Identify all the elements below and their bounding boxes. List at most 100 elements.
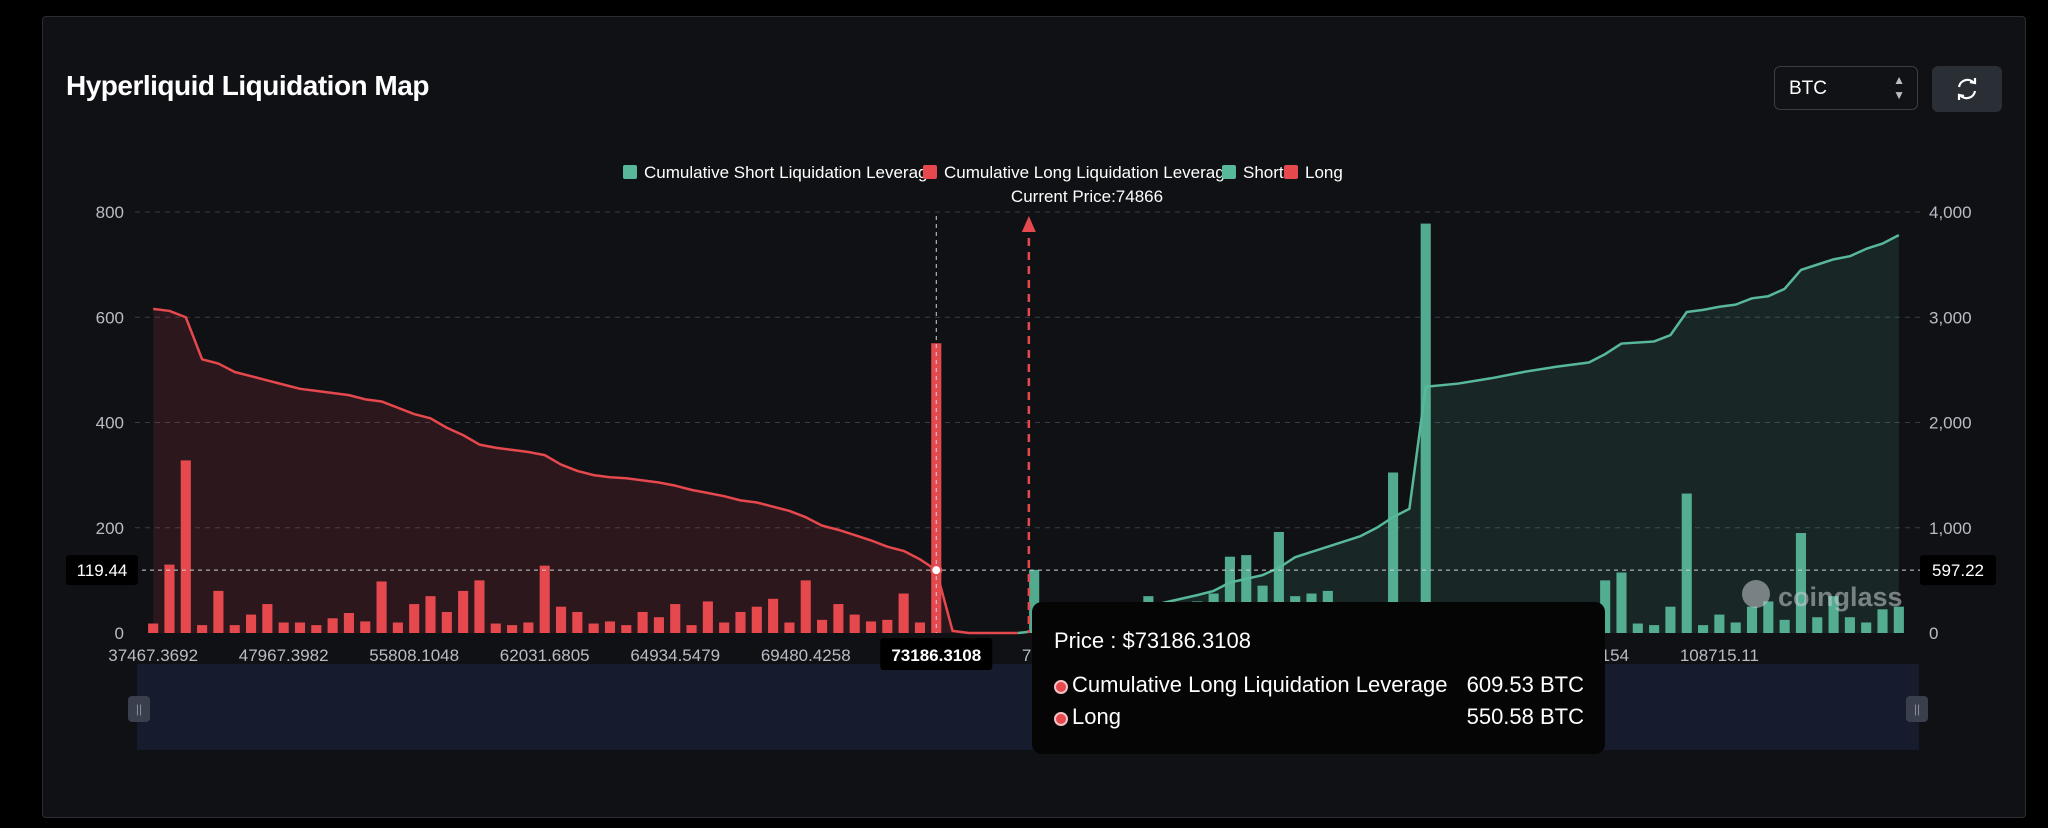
long-bar	[197, 625, 208, 633]
short-bar	[1224, 556, 1235, 633]
long-bar	[539, 565, 550, 633]
cumulative-lines	[152, 234, 1900, 635]
short-bar	[1698, 625, 1709, 633]
short-bar	[1844, 617, 1855, 633]
long-bar	[294, 622, 306, 633]
short-bar	[1779, 619, 1790, 633]
short-bar	[1600, 580, 1611, 633]
short-bar	[1714, 614, 1725, 633]
zoom-handle-right[interactable]: ||	[1906, 696, 1928, 722]
legend-label: Long	[1305, 163, 1343, 182]
tooltip-row-value: 550.58 BTC	[1466, 704, 1584, 729]
tooltip-row-name: Cumulative Long Liquidation Leverage	[1072, 672, 1448, 697]
x-tick-label: 47967.3982	[239, 646, 329, 665]
page-title: Hyperliquid Liquidation Map	[66, 70, 429, 101]
long-bar	[621, 625, 632, 633]
cumulative-areas	[153, 235, 1899, 633]
long-bar	[360, 621, 371, 633]
coin-select-value: BTC	[1789, 78, 1827, 99]
short-bar	[1273, 531, 1284, 633]
long-bar	[278, 622, 289, 633]
y-left-tick-label: 200	[96, 519, 124, 538]
short-bar	[1763, 601, 1774, 633]
short-bar	[1746, 606, 1758, 633]
short-bar	[1877, 609, 1888, 633]
coinglass-logo	[1742, 580, 1770, 608]
long-bar	[392, 622, 403, 633]
crosshair-overlay: Current Price:74866 coinglass 119.44 597.…	[66, 187, 1996, 670]
y-right-tick-label: 3,000	[1929, 308, 1972, 327]
legend-swatch	[923, 165, 937, 179]
x-tick-label: 62031.6805	[500, 646, 590, 665]
zoom-slider-track[interactable]	[137, 664, 1919, 750]
short-bar	[1861, 622, 1872, 633]
long-dot-icon	[1054, 712, 1068, 726]
x-tick-label: 37467.3692	[108, 646, 198, 665]
long-bar	[376, 581, 387, 633]
short-bar	[1795, 533, 1807, 633]
long-bar	[441, 611, 452, 633]
tooltip-row-long: Long 550.58 BTC	[1054, 704, 1584, 734]
long-bar	[637, 611, 648, 633]
long-bar	[849, 614, 860, 633]
long-bar	[425, 596, 436, 633]
crosshair-x-badge	[880, 638, 993, 670]
long-bar	[180, 460, 191, 633]
refresh-button[interactable]	[1932, 66, 2002, 112]
crosshair-right-badge	[1920, 555, 1996, 586]
long-bar	[164, 564, 175, 633]
y-left-tick-label: 600	[96, 308, 124, 327]
y-left-tick-label: 800	[96, 203, 124, 222]
grid-lines	[135, 211, 1920, 529]
short-bar	[1665, 606, 1676, 633]
legend-swatch	[623, 165, 637, 179]
short-bar	[1388, 472, 1399, 633]
long-bar	[507, 625, 518, 633]
y-right-tick-label: 1,000	[1929, 519, 1972, 538]
long-bar	[245, 614, 257, 633]
long-bar	[474, 580, 485, 633]
coin-select[interactable]: BTC ▲ ▼	[1774, 66, 1918, 110]
zoom-handle-left[interactable]: ||	[128, 696, 150, 722]
legend: Cumulative Short Liquidation Leverage Cum…	[623, 163, 1343, 182]
long-bar	[343, 613, 354, 633]
long-bar	[817, 619, 828, 633]
long-bar	[914, 622, 926, 633]
long-bar	[702, 601, 713, 633]
cumulative-short-line	[1017, 234, 1900, 635]
crosshair-right-value: 597.22	[1932, 561, 1984, 580]
short-bar	[1681, 493, 1692, 633]
chevron-updown-icon: ▲ ▼	[1893, 73, 1905, 102]
legend-swatch	[1222, 165, 1236, 179]
long-bar	[213, 590, 224, 633]
short-bar	[1632, 623, 1643, 633]
long-bar	[458, 590, 469, 633]
legend-swatch	[1284, 165, 1298, 179]
long-bar	[604, 621, 616, 633]
y-right-tick-label: 2,000	[1929, 414, 1972, 433]
current-price-label: Current Price:74866	[1011, 187, 1163, 206]
long-bar	[882, 619, 893, 633]
y-right-tick-label: 4,000	[1929, 203, 1972, 222]
long-dot-icon	[1054, 680, 1068, 694]
x-tick-label: 64934.5479	[630, 646, 720, 665]
long-bar	[653, 617, 664, 633]
long-bar	[670, 604, 681, 633]
legend-label: Short	[1243, 163, 1284, 182]
long-bar	[833, 604, 844, 633]
long-bar	[409, 604, 420, 633]
y-left-tick-label: 400	[96, 414, 124, 433]
tooltip-row-name: Long	[1072, 704, 1121, 729]
short-bar	[1730, 622, 1741, 633]
short-bar	[1616, 572, 1627, 633]
crosshair-left-badge	[66, 555, 138, 586]
tooltip: Price : $73186.3108 Cumulative Long Liqu…	[1032, 602, 1605, 754]
long-bar	[751, 606, 762, 633]
short-bar	[1812, 617, 1823, 633]
x-tick-label: 55808.1048	[369, 646, 459, 665]
cumulative-long-line	[152, 307, 1018, 635]
long-bar	[768, 598, 779, 633]
cumulative-short-area	[1017, 235, 1899, 633]
long-bar	[735, 611, 746, 633]
